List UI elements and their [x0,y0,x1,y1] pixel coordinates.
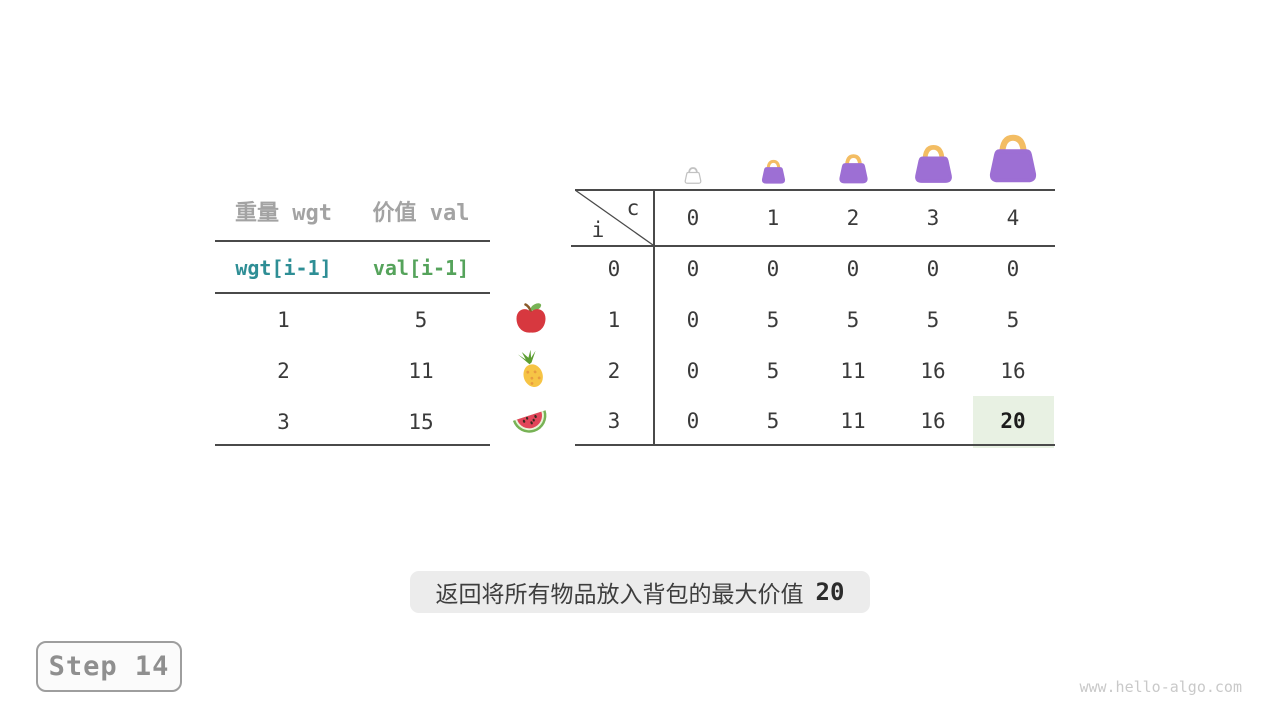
dp-cell-1-4: 5 [1006,308,1020,332]
dp-corner-label-c: c [626,196,640,220]
caption-text: 返回将所有物品放入背包的最大价值 [435,582,804,608]
dp-col-header: 3 [926,206,940,230]
dp-cell-2-0: 0 [686,359,700,383]
watermelon-icon [510,400,552,442]
dp-cell-3-0: 0 [686,409,700,433]
dp-cell-3-1: 5 [766,409,780,433]
item-row-weight: 3 [277,410,290,434]
dp-table-rule-header [571,245,1055,247]
dp-cell-3-4-highlighted: 20 [1000,409,1026,433]
dp-corner-label-i: i [591,218,605,242]
dp-cell-0-1: 0 [766,257,780,281]
dp-col-header: 2 [846,206,860,230]
dp-cell-2-2: 11 [840,359,866,383]
bag-capacity-2-icon [837,152,870,185]
pineapple-icon [511,349,551,389]
caption-box: 返回将所有物品放入背包的最大价值 20 [410,571,870,613]
items-table-rule-bottom [215,444,490,446]
dp-cell-1-0: 0 [686,308,700,332]
bag-capacity-0-icon [683,165,703,185]
dp-row-header: 0 [607,257,621,281]
bag-capacity-4-icon [986,131,1040,185]
dp-highlight-cell-bg [973,396,1054,448]
item-row-weight: 2 [277,359,290,383]
items-weight-subheader: wgt[i-1] [235,256,332,280]
item-row-value: 11 [408,359,434,383]
dp-cell-3-3: 16 [920,409,946,433]
item-row-value: 5 [414,308,428,332]
dp-row-header: 1 [607,308,621,332]
dp-cell-1-3: 5 [926,308,940,332]
caption-value: 20 [815,578,845,606]
bag-capacity-1-icon [760,158,787,185]
dp-row-header: 3 [607,409,621,433]
dp-cell-3-2: 11 [840,409,866,433]
bag-capacity-3-icon [912,142,955,185]
items-value-header: 价值 val [372,201,470,226]
step-badge-label: Step 14 [48,651,170,682]
dp-row-header: 2 [607,359,621,383]
dp-cell-1-2: 5 [846,308,860,332]
dp-cell-1-1: 5 [766,308,780,332]
item-row-value: 15 [408,410,434,434]
dp-corner-diagonal [574,189,654,246]
dp-col-header: 4 [1006,206,1020,230]
dp-cell-2-3: 16 [920,359,946,383]
dp-col-header: 1 [766,206,780,230]
dp-cell-0-0: 0 [686,257,700,281]
items-table-rule-mid [215,292,490,294]
dp-table-rule-top [575,189,1055,191]
dp-cell-2-1: 5 [766,359,780,383]
dp-cell-0-4: 0 [1006,257,1020,281]
item-row-weight: 1 [277,308,290,332]
dp-cell-0-3: 0 [926,257,940,281]
items-value-subheader: val[i-1] [372,256,470,280]
dp-cell-2-4: 16 [1000,359,1026,383]
dp-table-rule-bottom [575,444,1055,446]
items-weight-header: 重量 wgt [235,201,332,226]
dp-cell-0-2: 0 [846,257,860,281]
dp-col-header: 0 [686,206,700,230]
items-table-rule-top [215,240,490,242]
watermark: www.hello-algo.com [1079,678,1242,696]
apple-icon [513,300,549,336]
dp-table-rule-vertical [653,189,655,446]
step-badge: Step 14 [36,641,182,692]
